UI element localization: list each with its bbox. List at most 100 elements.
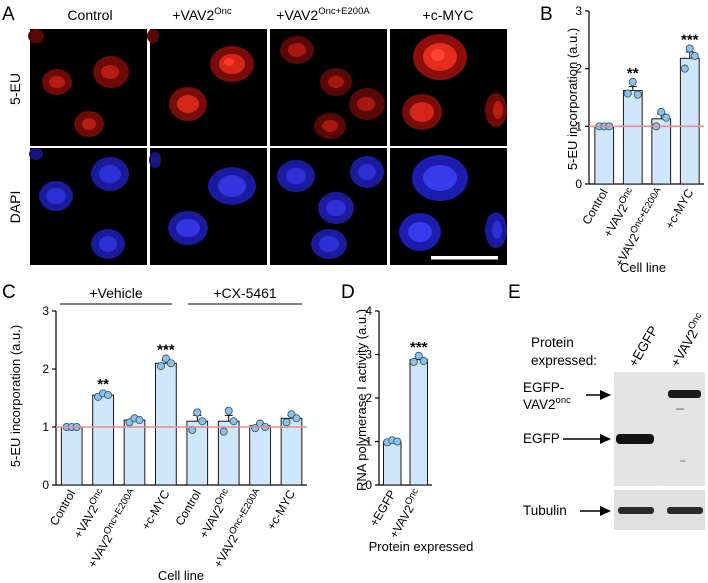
- western-blot-main: [614, 372, 705, 486]
- c-significance: **: [97, 376, 109, 393]
- panel-c-y-axis-label: 5-EU incorporation (a.u.): [8, 325, 23, 467]
- c-data-point: [219, 427, 228, 436]
- c-data-point: [166, 359, 175, 368]
- panel-c-x-axis-label: Cell line: [158, 568, 204, 583]
- b-data-point: [628, 77, 637, 86]
- arrow-tubulin: [580, 506, 611, 516]
- c-x-tick-label: Control: [47, 488, 78, 529]
- scale-bar: [431, 256, 498, 260]
- c-bar: [123, 419, 146, 486]
- d-bar: [409, 359, 428, 486]
- d-y-tick-label: 2: [365, 391, 372, 405]
- panel-b-label: B: [540, 4, 553, 25]
- c-y-tick-label: 3: [42, 304, 49, 318]
- band-tubulin-vav2onc: [667, 507, 703, 514]
- panel-e: E Protein expressed: +EGFP +VAV2Onc EGFP…: [508, 282, 708, 530]
- c-bar: [155, 362, 177, 486]
- b-data-point: [657, 107, 666, 116]
- d-y-tick-label: 0: [365, 478, 372, 492]
- micrograph-5eu-cmyc: [390, 29, 507, 146]
- b-data-point: [662, 113, 671, 122]
- b-x-tick-label: Control: [579, 187, 610, 228]
- d-y-tick-label: 4: [365, 304, 372, 318]
- micrograph-dapi-vav2onc: [149, 148, 267, 265]
- panel-b-y-axis-label: 5-EU incorporation (a.u.): [565, 28, 580, 170]
- panel-b: B 5-EU incorporation (a.u.) Cell line 0 1…: [540, 4, 704, 275]
- row-label-5eu: 5-EU: [7, 73, 23, 105]
- c-y-tick-label: 0: [42, 478, 49, 492]
- c-data-point: [161, 354, 170, 363]
- band-egfp-vav2onc: [668, 390, 701, 398]
- c-x-tick-label: +c-MYC: [264, 487, 298, 532]
- band-egfp: [616, 434, 654, 444]
- column-header-vav2onc: +VAV2Onc: [172, 6, 232, 23]
- d-data-point: [414, 351, 423, 360]
- b-data-point: [633, 90, 642, 99]
- d-data-point: [419, 357, 428, 366]
- b-x-tick-label: +c-MYC: [662, 186, 696, 231]
- d-bar: [383, 441, 402, 486]
- b-y-tick-label: 2: [575, 62, 582, 76]
- blot-header-expressed: expressed:: [531, 353, 597, 368]
- b-bar: [594, 125, 615, 185]
- c-x-tick-label: Control: [172, 488, 203, 529]
- band-label-tubulin: Tubulin: [523, 503, 567, 518]
- column-header-cmyc: +c-MYC: [423, 7, 474, 23]
- d-y-tick-label: 1: [365, 435, 372, 449]
- b-significance: ***: [681, 31, 699, 48]
- c-data-point: [292, 414, 301, 423]
- b-data-point: [680, 64, 689, 73]
- d-significance: ***: [410, 339, 428, 356]
- c-bar: [92, 394, 114, 486]
- c-y-tick-label: 1: [42, 420, 49, 434]
- b-data-point: [685, 44, 694, 53]
- lane-label-egfp: +EGFP: [626, 323, 661, 369]
- c-bar: [60, 426, 83, 486]
- arrow-egfp-vav2onc: [586, 390, 611, 400]
- c-data-point: [193, 408, 202, 417]
- c-bar: [280, 417, 303, 486]
- b-bar: [679, 57, 700, 185]
- western-blot-tubulin: [614, 490, 705, 530]
- micrograph-dapi-cmyc: [390, 148, 507, 265]
- chart-c-plot: 0123Control**+VAV2Onc+VAV2Onc+E200A***+c…: [42, 304, 307, 570]
- micrograph-dapi-control: [29, 148, 147, 265]
- panel-a-column-headers: Control +VAV2Onc +VAV2Onc+E200A +c-MYC: [67, 6, 473, 23]
- d-y-tick-label: 3: [365, 348, 372, 362]
- band-label-egfp-vav2onc-line1: EGFP-: [523, 380, 564, 395]
- c-bar: [249, 425, 271, 486]
- b-y-tick-label: 0: [575, 177, 582, 191]
- b-significance: **: [627, 65, 639, 82]
- b-y-tick-label: 1: [575, 119, 582, 133]
- c-data-point: [135, 416, 144, 425]
- panel-a-label: A: [2, 4, 15, 25]
- panel-d-x-axis-label: Protein expressed: [369, 539, 474, 554]
- column-header-control: Control: [67, 7, 112, 23]
- panel-c-label: C: [2, 282, 16, 303]
- d-data-point: [409, 357, 418, 366]
- chart-b-plot: 0123Control**+VAV2Onc+VAV2Onc+E200A***+c…: [575, 4, 704, 269]
- c-data-point: [224, 406, 233, 415]
- group-label-cx5461: +CX-5461: [213, 285, 277, 301]
- d-data-point: [393, 437, 402, 446]
- micrograph-5eu-vav2onc: [147, 29, 267, 146]
- panel-a: A Control +VAV2Onc +VAV2Onc+E200A +c-MYC…: [2, 4, 507, 265]
- panel-c: C +Vehicle +CX-5461 5-EU incorporation (…: [2, 282, 307, 583]
- b-data-point: [623, 89, 632, 98]
- lane-label-vav2onc: +VAV2Onc: [666, 311, 708, 370]
- micrograph-5eu-vav2onc-e200a: [270, 29, 387, 146]
- c-data-point: [156, 362, 165, 371]
- c-y-tick-label: 2: [42, 362, 49, 376]
- b-data-point: [690, 51, 699, 60]
- c-x-tick-label: +c-MYC: [139, 487, 173, 532]
- b-bar: [622, 90, 643, 185]
- b-y-tick-label: 3: [575, 4, 582, 18]
- panel-b-x-axis-label: Cell line: [620, 260, 666, 275]
- panel-e-label: E: [508, 282, 521, 303]
- panel-d-label: D: [341, 282, 355, 303]
- c-data-point: [229, 417, 238, 426]
- panel-d: D RNA polymerase I activity (a.u.) Prote…: [341, 282, 473, 554]
- panel-d-y-axis-label: RNA polymerase I activity (a.u.): [354, 309, 369, 491]
- c-data-point: [282, 418, 291, 427]
